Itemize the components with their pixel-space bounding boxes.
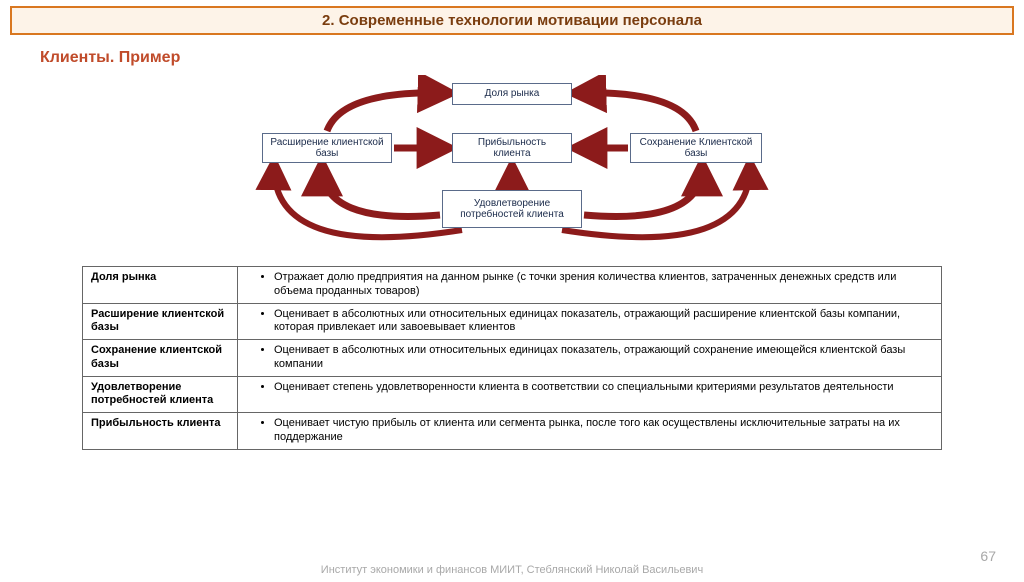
table-row: Расширение клиентской базыОценивает в аб… [83,303,942,340]
desc-cell: Отражает долю предприятия на данном рынк… [238,267,942,304]
term-cell: Прибыльность клиента [83,413,238,450]
term-cell: Удовлетворение потребностей клиента [83,376,238,413]
header-title: 2. Современные технологии мотивации перс… [322,12,702,29]
diagram: Доля рынка Расширение клиентской базы Пр… [162,75,862,260]
node-expand: Расширение клиентской базы [262,133,392,163]
node-market: Доля рынка [452,83,572,105]
page-number: 67 [980,548,996,564]
table-row: Сохранение клиентской базыОценивает в аб… [83,340,942,377]
term-cell: Сохранение клиентской базы [83,340,238,377]
table-row: Удовлетворение потребностей клиентаОцени… [83,376,942,413]
table-row: Доля рынкаОтражает долю предприятия на д… [83,267,942,304]
desc-cell: Оценивает чистую прибыль от клиента или … [238,413,942,450]
desc-cell: Оценивает степень удовлетворенности клие… [238,376,942,413]
term-cell: Доля рынка [83,267,238,304]
subtitle: Клиенты. Пример [40,49,1024,67]
definitions-table: Доля рынкаОтражает долю предприятия на д… [82,266,942,450]
table-row: Прибыльность клиентаОценивает чистую при… [83,413,942,450]
node-retain: Сохранение Клиентской базы [630,133,762,163]
header-bar: 2. Современные технологии мотивации перс… [10,6,1014,35]
node-profit: Прибыльность клиента [452,133,572,163]
desc-cell: Оценивает в абсолютных или относительных… [238,340,942,377]
desc-cell: Оценивает в абсолютных или относительных… [238,303,942,340]
footer-text: Институт экономики и финансов МИИТ, Стеб… [0,564,1024,576]
term-cell: Расширение клиентской базы [83,303,238,340]
node-satisfy: Удовлетворение потребностей клиента [442,190,582,228]
